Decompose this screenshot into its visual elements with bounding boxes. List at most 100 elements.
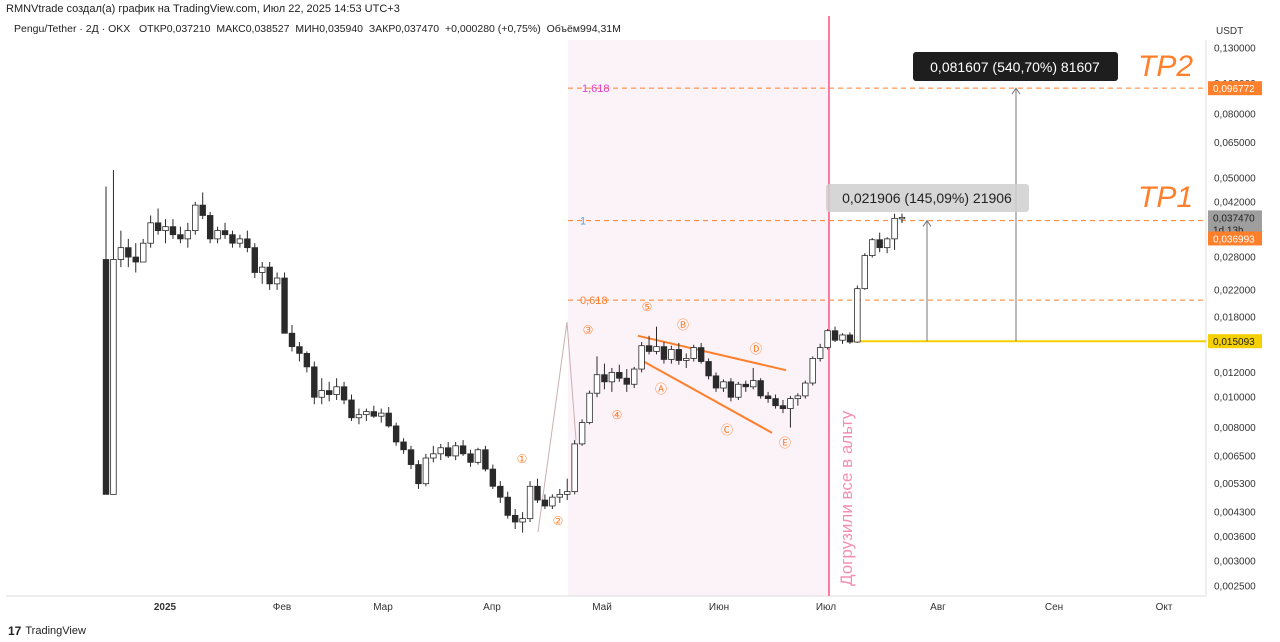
wedge-upper-line[interactable] <box>637 334 787 372</box>
candle-body[interactable] <box>854 288 861 343</box>
candle-body[interactable] <box>824 330 831 348</box>
candle-body[interactable] <box>459 445 467 455</box>
candle-body[interactable] <box>891 217 898 240</box>
candle-body[interactable] <box>727 381 735 398</box>
candle-body[interactable] <box>154 222 162 232</box>
candle-body[interactable] <box>385 412 392 427</box>
candle-body[interactable] <box>675 349 683 361</box>
candle-body[interactable] <box>117 247 125 260</box>
candle-body[interactable] <box>534 485 541 501</box>
candle-body[interactable] <box>742 383 749 388</box>
candle-body[interactable] <box>392 425 400 443</box>
candle-body[interactable] <box>645 345 653 352</box>
candle-body[interactable] <box>340 386 348 401</box>
candle-body[interactable] <box>333 386 340 395</box>
candle-body[interactable] <box>489 468 497 487</box>
candle-body[interactable] <box>712 375 720 389</box>
candle-body[interactable] <box>660 346 668 360</box>
candle-body[interactable] <box>735 383 742 398</box>
candle-body[interactable] <box>586 392 593 424</box>
candle-body[interactable] <box>244 238 251 249</box>
candle-body[interactable] <box>259 266 266 273</box>
candle-body[interactable] <box>229 234 236 244</box>
candle-body[interactable] <box>221 230 229 236</box>
candle-body[interactable] <box>764 395 772 400</box>
candle-body[interactable] <box>511 514 519 523</box>
candle-body[interactable] <box>452 445 459 457</box>
candle-body[interactable] <box>630 368 638 385</box>
candle-body[interactable] <box>184 230 192 240</box>
candle-body[interactable] <box>802 382 809 397</box>
candle-body[interactable] <box>445 447 452 457</box>
candle-body[interactable] <box>816 347 824 359</box>
candle-body[interactable] <box>467 453 474 463</box>
candle-body[interactable] <box>363 411 370 416</box>
candle-body[interactable] <box>378 412 385 417</box>
candle-body[interactable] <box>787 398 794 409</box>
wedge-lower-line[interactable] <box>639 358 773 434</box>
candle-body[interactable] <box>809 358 816 384</box>
candle-body[interactable] <box>415 464 422 485</box>
candle-body[interactable] <box>273 277 281 285</box>
candle-body[interactable] <box>296 346 303 354</box>
candle-body[interactable] <box>720 381 727 389</box>
candle-body[interactable] <box>556 493 563 498</box>
candle-body[interactable] <box>571 443 578 493</box>
candle-body[interactable] <box>430 453 437 459</box>
candle-body[interactable] <box>236 238 244 244</box>
candle-body[interactable] <box>110 259 117 495</box>
candle-body[interactable] <box>303 352 311 368</box>
candle-body[interactable] <box>653 346 660 352</box>
candle-body[interactable] <box>779 405 787 409</box>
candle-body[interactable] <box>199 204 206 216</box>
candle-body[interactable] <box>266 266 273 285</box>
candle-body[interactable] <box>519 518 526 523</box>
candle-body[interactable] <box>616 372 623 379</box>
candle-body[interactable] <box>318 390 325 398</box>
candle-body[interactable] <box>794 395 802 400</box>
candle-body[interactable] <box>504 496 511 516</box>
candle-body[interactable] <box>608 372 616 383</box>
candle-body[interactable] <box>757 380 764 397</box>
candle-body[interactable] <box>147 222 154 244</box>
candle-body[interactable] <box>102 259 110 495</box>
candle-body[interactable] <box>750 380 757 388</box>
candle-body[interactable] <box>541 499 549 507</box>
candle-body[interactable] <box>370 411 378 417</box>
candle-body[interactable] <box>162 226 169 232</box>
candle-body[interactable] <box>132 256 139 263</box>
candle-body[interactable] <box>422 457 430 485</box>
candle-body[interactable] <box>474 449 482 463</box>
candle-body[interactable] <box>668 349 675 360</box>
candle-body[interactable] <box>526 485 534 520</box>
candle-body[interactable] <box>601 374 608 383</box>
candle-body[interactable] <box>169 226 177 236</box>
candle-body[interactable] <box>638 345 645 370</box>
candle-body[interactable] <box>400 441 407 451</box>
candle-body[interactable] <box>623 377 630 385</box>
candle-body[interactable] <box>846 334 854 343</box>
candle-body[interactable] <box>139 242 147 263</box>
candle-body[interactable] <box>325 390 333 395</box>
candle-body[interactable] <box>348 399 355 419</box>
candle-body[interactable] <box>206 215 214 240</box>
candle-body[interactable] <box>177 234 184 240</box>
candle-body[interactable] <box>125 247 132 258</box>
candle-body[interactable] <box>705 361 712 377</box>
candle-body[interactable] <box>697 347 705 362</box>
candle-body[interactable] <box>831 330 839 341</box>
candle-body[interactable] <box>192 204 199 232</box>
candle-body[interactable] <box>593 374 601 394</box>
candle-body[interactable] <box>214 230 221 240</box>
candle-body[interactable] <box>578 422 586 445</box>
candle-body[interactable] <box>311 366 318 398</box>
candle-body[interactable] <box>564 491 571 495</box>
candle-body[interactable] <box>497 485 504 498</box>
candle-body[interactable] <box>683 358 690 361</box>
symbol-label[interactable]: Pengu/Tether · 2Д · OKX <box>14 23 131 35</box>
candle-body[interactable] <box>690 347 697 359</box>
candle-body[interactable] <box>549 496 556 507</box>
candle-body[interactable] <box>437 447 444 455</box>
candle-body[interactable] <box>861 255 869 290</box>
